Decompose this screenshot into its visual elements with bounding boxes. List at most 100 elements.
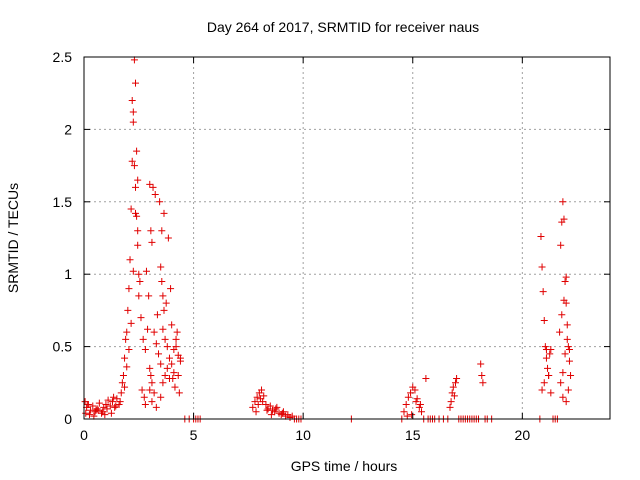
data-point: [152, 340, 160, 348]
data-point: [537, 233, 545, 241]
data-point: [402, 401, 410, 409]
data-point: [251, 398, 259, 406]
data-point: [141, 401, 149, 409]
data-point: [538, 263, 546, 271]
data-point: [158, 227, 166, 235]
data-point: [408, 411, 416, 419]
data-point: [90, 412, 98, 420]
data-point: [413, 395, 421, 403]
data-point: [453, 374, 461, 382]
data-point: [129, 108, 137, 116]
data-point: [116, 398, 124, 406]
data-point: [165, 354, 173, 362]
data-point: [415, 403, 423, 411]
x-tick-label: 15: [405, 427, 421, 443]
data-point: [134, 241, 142, 249]
data-point: [564, 386, 572, 394]
data-point: [160, 306, 168, 314]
data-point: [92, 406, 100, 414]
data-point: [146, 386, 154, 394]
data-point: [447, 398, 455, 406]
data-point: [111, 403, 119, 411]
data-point: [416, 401, 424, 409]
y-tick-label: 0.5: [53, 339, 73, 355]
data-point: [153, 311, 161, 319]
data-point: [135, 292, 143, 300]
data-point: [165, 374, 173, 382]
data-point: [127, 319, 135, 327]
data-point: [115, 401, 123, 409]
data-point: [159, 325, 167, 333]
x-axis-label: GPS time / hours: [291, 458, 398, 474]
data-point: [557, 241, 565, 249]
data-point: [117, 389, 125, 397]
data-point: [160, 209, 168, 217]
x-axis-ticks: 0 5 10 15 20: [80, 57, 530, 443]
data-point: [119, 372, 127, 380]
y-tick-label: 2.5: [53, 49, 73, 65]
data-point: [556, 328, 564, 336]
data-point: [422, 374, 430, 382]
data-point: [150, 389, 158, 397]
data-point: [82, 409, 90, 417]
data-point: [565, 345, 573, 353]
y-axis-ticks: 0 0.5 1 1.5 2 2.5: [53, 49, 610, 427]
data-point: [155, 350, 163, 358]
data-point: [133, 212, 141, 220]
data-point: [540, 379, 548, 387]
data-point: [147, 372, 155, 380]
data-point: [124, 306, 132, 314]
data-point: [450, 392, 458, 400]
x-tick-label: 0: [80, 427, 88, 443]
data-point: [558, 311, 566, 319]
data-point: [171, 383, 179, 391]
data-point: [561, 277, 569, 285]
data-point: [418, 408, 426, 416]
data-point: [121, 383, 129, 391]
data-point: [563, 335, 571, 343]
data-point: [253, 393, 261, 401]
data-point: [400, 408, 408, 416]
y-tick-label: 1.5: [53, 194, 73, 210]
data-point: [159, 292, 167, 300]
data-point: [156, 198, 164, 206]
data-point: [132, 183, 140, 191]
data-point: [412, 398, 420, 406]
data-point: [103, 405, 111, 413]
data-point: [407, 389, 415, 397]
data-point: [158, 277, 166, 285]
data-point: [102, 401, 110, 409]
data-point: [272, 405, 280, 413]
data-point: [542, 354, 550, 362]
data-point: [130, 56, 138, 64]
data-point: [152, 403, 160, 411]
data-point: [545, 372, 553, 380]
data-point: [560, 215, 568, 223]
data-point: [560, 296, 568, 304]
data-point: [157, 360, 165, 368]
data-point: [145, 292, 153, 300]
data-point: [134, 176, 142, 184]
x-tick-label: 5: [190, 427, 198, 443]
data-point: [148, 379, 156, 387]
data-point: [138, 386, 146, 394]
data-points: [81, 56, 575, 423]
data-point: [544, 364, 552, 372]
x-tick-label: 20: [515, 427, 531, 443]
data-point: [133, 147, 141, 155]
data-point: [163, 343, 171, 351]
data-point: [122, 335, 130, 343]
data-point: [98, 409, 106, 417]
data-point: [172, 343, 180, 351]
data-point: [547, 389, 555, 397]
data-point: [93, 405, 101, 413]
data-point: [258, 386, 266, 394]
data-point: [139, 335, 147, 343]
data-point: [123, 363, 131, 371]
data-point: [148, 238, 156, 246]
data-point: [162, 299, 170, 307]
y-axis-label: SRMTID / TECUs: [5, 183, 21, 293]
data-point: [167, 285, 175, 293]
data-point: [123, 328, 131, 336]
